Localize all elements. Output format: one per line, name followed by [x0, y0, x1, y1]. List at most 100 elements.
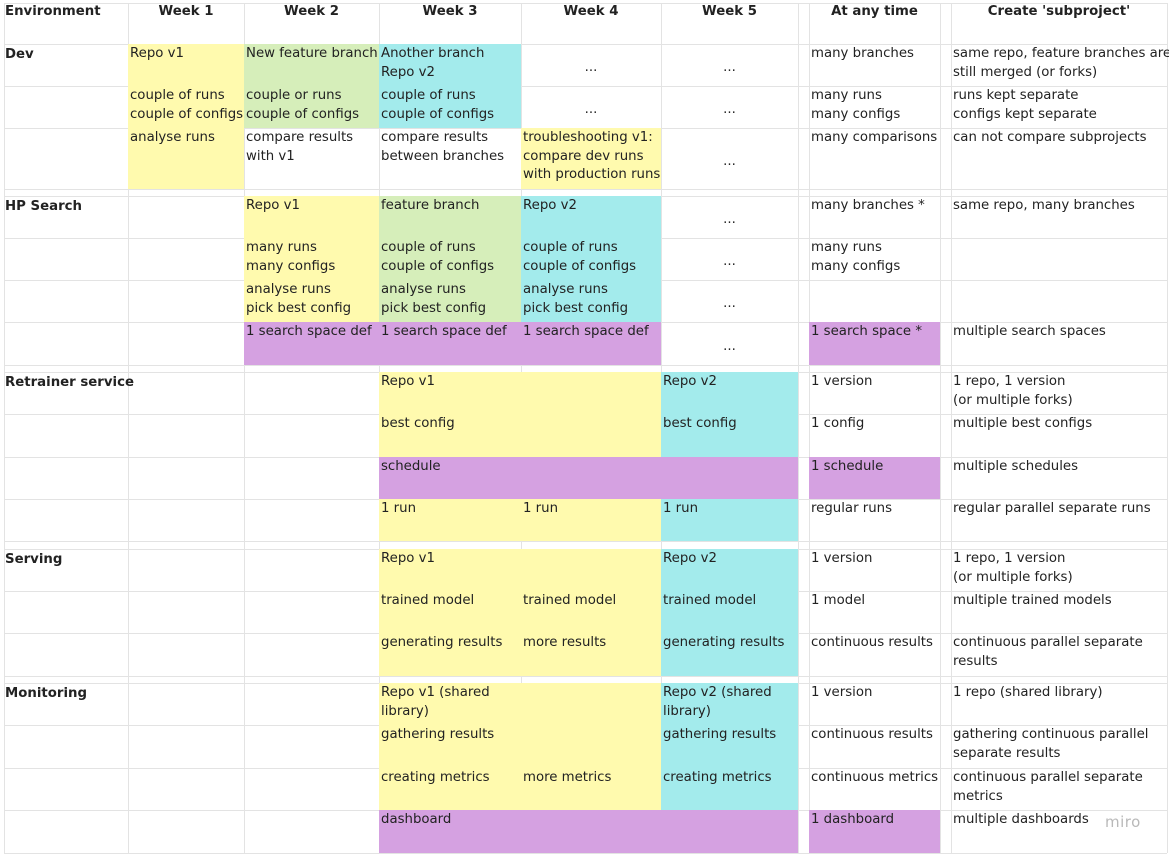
cell-text: best config: [663, 416, 737, 431]
grid-line: [4, 541, 1167, 542]
cell-text: Repo v2: [381, 64, 435, 80]
column-header: Create 'subproject': [987, 4, 1131, 19]
cell-text: trained model: [523, 593, 617, 608]
cell-text: Repo v1: [246, 198, 300, 213]
cell-text: metrics: [953, 788, 1003, 804]
cell-text: many configs: [811, 106, 901, 122]
cell-text: multiple dashboards: [953, 812, 1089, 827]
cell-text: results: [953, 653, 998, 669]
sticky-note-fill: [521, 683, 661, 725]
cell-text: (or multiple forks): [953, 569, 1073, 585]
cell-text: library): [381, 703, 429, 719]
cell-text: troubleshooting v1:: [523, 130, 653, 145]
sticky-note-fill: [661, 683, 798, 725]
cell-text: pick best config: [523, 300, 629, 316]
cell-text: Repo v2 (shared: [663, 685, 772, 700]
sticky-note-fill: [521, 196, 661, 238]
cell-text: multiple trained models: [953, 593, 1112, 608]
cell-text: 1 search space def: [246, 324, 372, 339]
cell-text: gathering results: [381, 727, 495, 742]
cell-text: couple of configs: [523, 258, 637, 274]
cell-text: (or multiple forks): [953, 392, 1073, 408]
cell-text: 1 schedule: [811, 459, 884, 474]
cell-text: Repo v2: [523, 198, 577, 213]
cell-text: many configs: [246, 258, 336, 274]
cell-text: many comparisons: [811, 130, 938, 145]
cell-text: 1 model: [811, 593, 866, 608]
grid-line: [4, 365, 1167, 366]
sticky-note-fill: [521, 457, 661, 499]
ellipsis-text: ...: [723, 296, 736, 311]
cell-text: couple of configs: [246, 106, 360, 122]
cell-text: same repo, feature branches are: [953, 46, 1169, 61]
cell-text: regular runs: [811, 501, 893, 516]
cell-text: many runs: [811, 240, 882, 255]
sticky-note-fill: [661, 499, 798, 541]
cell-text: 1 run: [663, 501, 699, 516]
cell-text: 1 dashboard: [811, 812, 895, 827]
sticky-note-fill: [661, 633, 798, 676]
column-header: Week 3: [422, 4, 478, 19]
sticky-note-fill: [661, 725, 798, 768]
cell-text: many branches *: [811, 198, 925, 213]
cell-text: gathering results: [663, 727, 777, 742]
grid-line: [4, 3, 1167, 4]
cell-text: 1 repo, 1 version: [953, 551, 1066, 566]
cell-text: 1 repo, 1 version: [953, 374, 1066, 389]
sticky-note-fill: [521, 591, 661, 633]
column-header: Week 2: [284, 4, 339, 19]
cell-text: regular parallel separate runs: [953, 501, 1151, 516]
cell-text: 1 search space def: [523, 324, 649, 339]
cell-text: Another branch: [381, 46, 485, 61]
grid-line: [128, 3, 129, 853]
cell-text: analyse runs: [381, 282, 466, 297]
sticky-note-fill: [521, 549, 661, 591]
cell-text: Repo v1 (shared: [381, 685, 490, 700]
cell-text: analyse runs: [130, 130, 215, 145]
grid-line: [4, 3, 5, 853]
cell-text: 1 search space def: [381, 324, 507, 339]
cell-text: creating metrics: [381, 770, 490, 785]
cell-text: 1 search space *: [811, 324, 922, 339]
sticky-note-fill: [521, 810, 661, 853]
sticky-note-fill: [661, 549, 798, 591]
sticky-note-fill: [379, 768, 521, 810]
ellipsis-text: ...: [723, 338, 736, 354]
cell-text: between branches: [381, 148, 505, 164]
sticky-note-fill: [244, 86, 379, 128]
sticky-note-fill: [521, 725, 661, 768]
cell-text: 1 repo (shared library): [953, 685, 1103, 700]
cell-text: dashboard: [381, 812, 452, 827]
cell-text: 1 version: [811, 374, 873, 389]
cell-text: couple of runs: [381, 240, 476, 255]
sticky-note-fill: [521, 633, 661, 676]
cell-text: still merged (or forks): [953, 64, 1098, 80]
sticky-note-fill: [379, 633, 521, 676]
sticky-note-fill: [379, 238, 521, 280]
cell-text: multiple best configs: [953, 416, 1093, 431]
cell-text: feature branch: [381, 198, 480, 213]
sticky-note-fill: [661, 591, 798, 633]
sticky-note-fill: [379, 280, 521, 322]
environment-label: Dev: [5, 47, 34, 62]
environment-label: HP Search: [5, 199, 82, 214]
sticky-note-fill: [379, 86, 521, 128]
ellipsis-text: ...: [723, 254, 736, 269]
cell-text: 1 version: [811, 685, 873, 700]
cell-text: configs kept separate: [953, 106, 1097, 122]
environment-label: Retrainer service: [5, 375, 134, 390]
cell-text: 1 version: [811, 551, 873, 566]
grid-line: [809, 3, 810, 853]
sticky-note-fill: [379, 457, 521, 499]
sticky-note-fill: [379, 372, 521, 414]
ellipsis-text: ...: [723, 60, 736, 75]
cell-text: continuous results: [811, 635, 933, 650]
grid-line: [4, 86, 1167, 87]
cell-text: with production runs: [523, 167, 661, 182]
cell-text: trained model: [381, 593, 475, 608]
grid-line: [244, 3, 245, 853]
sticky-note-fill: [809, 322, 940, 365]
cell-text: creating metrics: [663, 770, 772, 785]
sticky-note-fill: [809, 810, 940, 853]
grid-line: [4, 44, 1167, 45]
